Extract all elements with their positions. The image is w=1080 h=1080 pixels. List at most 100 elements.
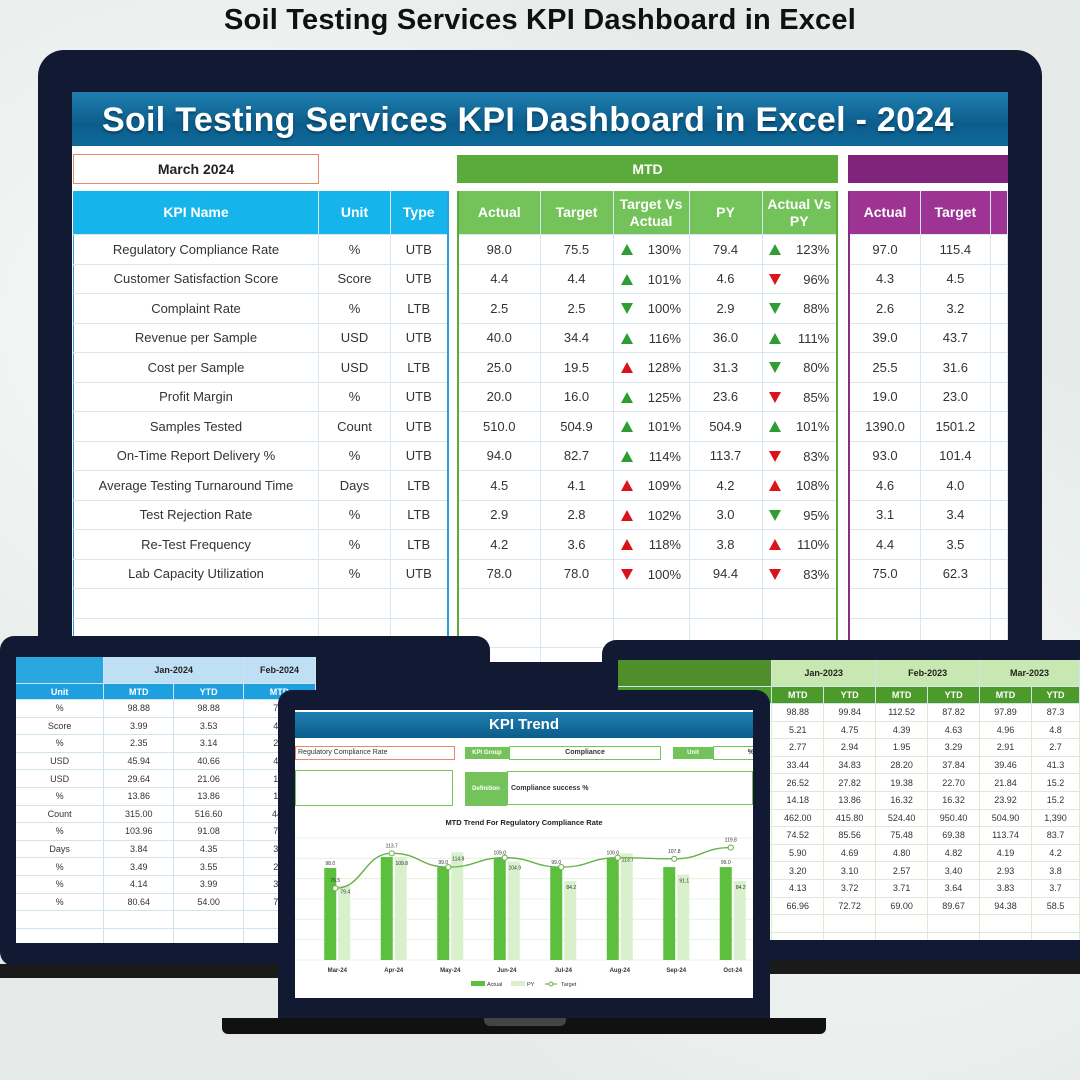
arrow-down-icon — [769, 509, 782, 521]
py-data-label: 114.8 — [452, 856, 464, 862]
table-row: 25.0 19.5 128% 31.3 80% — [458, 352, 838, 383]
column-header: Target Vs Actual — [613, 191, 690, 235]
x-tick-label: Mar-24 — [328, 968, 348, 974]
kpi-unit-cell: % — [318, 500, 391, 530]
table-cell: % — [16, 822, 105, 841]
table-cell: 3.20 — [771, 861, 825, 880]
kpi-type-cell: UTB — [390, 234, 448, 265]
ytd-target-cell: 101.4 — [920, 441, 991, 471]
table-cell: 4.63 — [927, 721, 981, 740]
table-cell: Days — [16, 840, 105, 859]
table-row: 98.0 75.5 130% 79.4 123% — [458, 234, 838, 265]
unit-label: Unit — [673, 747, 713, 759]
table-row: Cost per Sample USD LTB — [73, 352, 448, 383]
table-cell: 14.18 — [771, 791, 825, 810]
py-bar — [338, 885, 351, 960]
arrow-down-icon — [769, 362, 782, 374]
target-vs-actual-cell: 118% — [613, 529, 690, 560]
table-cell: 97.89 — [979, 703, 1032, 722]
table-cell: 5.90 — [771, 844, 825, 863]
kpi-type-cell: UTB — [390, 382, 448, 412]
table-row — [73, 588, 448, 619]
table-cell: 4.96 — [979, 721, 1032, 740]
table-cell: 16.32 — [927, 791, 981, 810]
unit-header: Unit — [16, 683, 105, 700]
ytd-actual-cell: 97.0 — [849, 234, 922, 265]
target-point — [445, 863, 452, 871]
arrow-up-icon — [769, 539, 782, 551]
actual-vs-py-cell: 80% — [762, 352, 838, 383]
kpi-unit-cell: Count — [318, 411, 391, 442]
table-row: 3.1 3.4 — [849, 500, 1008, 530]
column-header-overflow — [990, 191, 1008, 235]
month-selector[interactable]: March 2024 — [73, 154, 319, 184]
ytd-target-cell: 43.7 — [920, 323, 991, 353]
mtd-py-cell: 79.4 — [689, 234, 763, 265]
column-header: PY — [689, 191, 763, 235]
table-row: 4.3 4.5 — [849, 264, 1008, 294]
table-cell: 98.88 — [771, 703, 825, 722]
table-cell: 415.80 — [823, 809, 877, 828]
table-cell: 21.06 — [173, 769, 245, 788]
table-cell: 3.83 — [979, 879, 1032, 898]
actual-bar — [663, 867, 676, 960]
ytd-actual-cell: 19.0 — [849, 382, 922, 412]
legend-marker-target — [548, 981, 554, 987]
mtd-target-cell: 4.1 — [540, 470, 614, 501]
kpi-name-cell: Average Testing Turnaround Time — [73, 470, 319, 501]
table-cell: 3.29 — [927, 738, 981, 757]
table-cell: 40.66 — [173, 752, 245, 771]
table-cell: 13.86 — [823, 791, 877, 810]
target-point — [332, 885, 339, 892]
empty-cell — [979, 932, 1032, 940]
py-bar — [677, 874, 690, 960]
table-cell: 2.35 — [103, 734, 175, 753]
table-row: 25.5 31.6 — [849, 352, 1008, 383]
actual-vs-py-cell: 95% — [762, 500, 838, 530]
actual-vs-py-cell: 85% — [762, 382, 838, 412]
actual-data-label: 98.0 — [325, 861, 335, 867]
table-cell: 4.80 — [875, 844, 929, 863]
empty-cell — [771, 914, 825, 933]
month-header: Jan-2023 — [771, 660, 877, 687]
kpi-selector[interactable]: Regulatory Compliance Rate — [295, 746, 455, 760]
table-cell: 4.39 — [875, 721, 929, 740]
kpi-name-cell: Complaint Rate — [73, 293, 319, 324]
mtd-actual-cell: 78.0 — [458, 559, 541, 589]
actual-data-label: 109.0 — [606, 851, 619, 857]
table-row — [16, 910, 316, 929]
x-tick-label: Apr-24 — [384, 968, 404, 974]
kpi-name-cell: Revenue per Sample — [73, 323, 319, 353]
actual-data-label: 99.0 — [438, 860, 448, 866]
empty-cell — [16, 910, 105, 929]
kpi-type-cell: LTB — [390, 500, 448, 530]
table-row: 97.0 115.4 — [849, 234, 1008, 265]
table-cell: 462.00 — [771, 809, 825, 828]
mtd-py-cell: 4.2 — [689, 470, 763, 501]
empty-cell — [318, 588, 391, 619]
mtd-target-cell: 16.0 — [540, 382, 614, 412]
column-header: Actual — [458, 191, 541, 235]
mtd-actual-cell: 98.0 — [458, 234, 541, 265]
table-cell: 3.49 — [103, 857, 175, 876]
actual-bar — [606, 857, 619, 960]
kpi-unit-cell: % — [318, 234, 391, 265]
monthly-mtd-ytd-table-2024: Jan-2024 Feb-2024 Unit MTD YTD MTD % 98.8… — [16, 657, 316, 943]
mtd-py-cell: 2.9 — [689, 293, 763, 324]
ytd-actual-cell: 4.4 — [849, 529, 922, 560]
table-cell: 58.5 — [1031, 897, 1080, 916]
actual-vs-py-cell: 110% — [762, 529, 838, 560]
ytd-actual-cell: 2.6 — [849, 293, 922, 324]
empty-cell — [613, 588, 690, 619]
table-cell: 27.82 — [823, 773, 877, 792]
table-cell: 3.53 — [173, 717, 245, 736]
table-cell: 23.92 — [979, 791, 1032, 810]
kpi-unit-cell: % — [318, 382, 391, 412]
unit-value: % — [713, 746, 753, 760]
table-cell: 4.82 — [927, 844, 981, 863]
ytd-actual-cell: 39.0 — [849, 323, 922, 353]
table-cell: 4.13 — [771, 879, 825, 898]
table-row: 94.0 82.7 114% 113.7 83% — [458, 441, 838, 471]
empty-cell — [927, 932, 981, 940]
